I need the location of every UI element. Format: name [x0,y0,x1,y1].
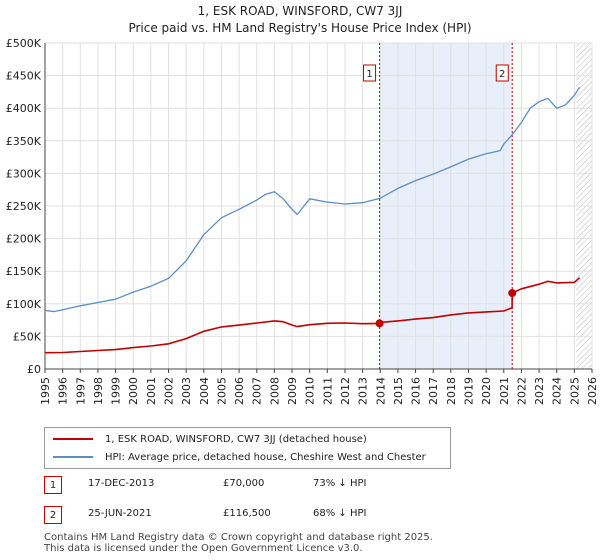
sale-point [508,289,517,298]
x-tick-label: 1995 [39,377,52,405]
x-tick-label: 2004 [198,377,211,405]
x-tick-label: 2014 [374,377,387,405]
y-tick-label: £450K [6,70,42,83]
x-tick-label: 2002 [163,377,176,405]
transaction-hpi-diff: 68% ↓ HPI [313,508,367,519]
x-tick-label: 2003 [180,377,193,405]
sale-marker-label: 1 [366,69,372,80]
transaction-hpi-diff: 73% ↓ HPI [313,478,367,489]
x-tick-label: 2010 [304,377,317,405]
footer: Contains HM Land Registry data © Crown c… [44,532,433,554]
y-tick-label: £350K [6,135,42,148]
legend-item-property: 1, ESK ROAD, WINSFORD, CW7 3JJ (detached… [53,431,367,447]
x-tick-label: 2008 [268,377,281,405]
x-tick-label: 2020 [480,377,493,405]
transaction-price: £116,500 [223,508,271,519]
sale-marker-label: 2 [499,69,505,80]
y-tick-label: £400K [6,102,42,115]
x-tick-label: 1996 [57,377,70,405]
x-tick-label: 2023 [533,377,546,405]
x-tick-label: 2009 [286,377,299,405]
transaction-date: 17-DEC-2013 [88,478,155,489]
x-tick-label: 2026 [586,377,599,405]
x-tick-label: 2022 [515,377,528,405]
x-tick-label: 2006 [233,377,246,405]
x-tick-label: 2007 [251,377,264,405]
sale-point [375,319,384,328]
transaction-marker-badge: 2 [44,506,62,524]
hpi-line [44,86,581,313]
footer-copyright: Contains HM Land Registry data © Crown c… [44,532,433,543]
x-tick-label: 2005 [215,377,228,405]
x-tick-label: 2018 [445,377,458,405]
x-tick-label: 2011 [321,377,334,405]
y-tick-label: £0 [27,363,41,376]
x-tick-label: 2015 [392,377,405,405]
chart-title: 1, ESK ROAD, WINSFORD, CW7 3JJ [197,4,403,18]
legend-swatch-property [53,438,93,440]
legend-item-hpi: HPI: Average price, detached house, Ches… [53,449,426,465]
chart-subtitle: Price paid vs. HM Land Registry's House … [128,21,472,35]
x-tick-label: 2019 [462,377,475,405]
x-tick-label: 2024 [551,377,564,405]
x-tick-label: 2001 [145,377,158,405]
y-tick-label: £50K [13,330,42,343]
legend: 1, ESK ROAD, WINSFORD, CW7 3JJ (detached… [44,427,451,469]
legend-label-property: 1, ESK ROAD, WINSFORD, CW7 3JJ (detached… [105,433,367,445]
x-tick-label: 2021 [498,377,511,405]
x-tick-label: 1998 [92,377,105,405]
transaction-row: 1 17-DEC-2013 £70,000 73% ↓ HPI [44,476,444,496]
x-tick-label: 2013 [357,377,370,405]
x-tick-label: 2025 [568,377,581,405]
x-tick-label: 1997 [74,377,87,405]
x-tick-label: 2017 [427,377,440,405]
footer-license: This data is licensed under the Open Gov… [44,543,363,554]
transaction-price: £70,000 [223,478,265,489]
legend-swatch-hpi [53,456,93,458]
y-tick-label: £500K [6,37,42,50]
x-tick-label: 1999 [110,377,123,405]
sale-marker-box [495,64,509,82]
x-tick-label: 2000 [127,377,140,405]
x-tick-label: 2012 [339,377,352,405]
transaction-row: 2 25-JUN-2021 £116,500 68% ↓ HPI [44,506,444,526]
legend-label-hpi: HPI: Average price, detached house, Ches… [105,451,426,463]
transaction-marker-badge: 1 [44,476,62,494]
y-tick-label: £250K [6,200,42,213]
y-tick-label: £300K [6,167,42,180]
y-tick-label: £200K [6,233,42,246]
transaction-date: 25-JUN-2021 [88,508,152,519]
sale-marker-box [363,64,377,82]
x-tick-label: 2016 [410,377,423,405]
price-chart: £0 £50K £100K £150K £200K £250K £300K £350K £400… [6,37,599,405]
y-tick-label: £150K [6,265,42,278]
y-tick-label: £100K [6,298,42,311]
